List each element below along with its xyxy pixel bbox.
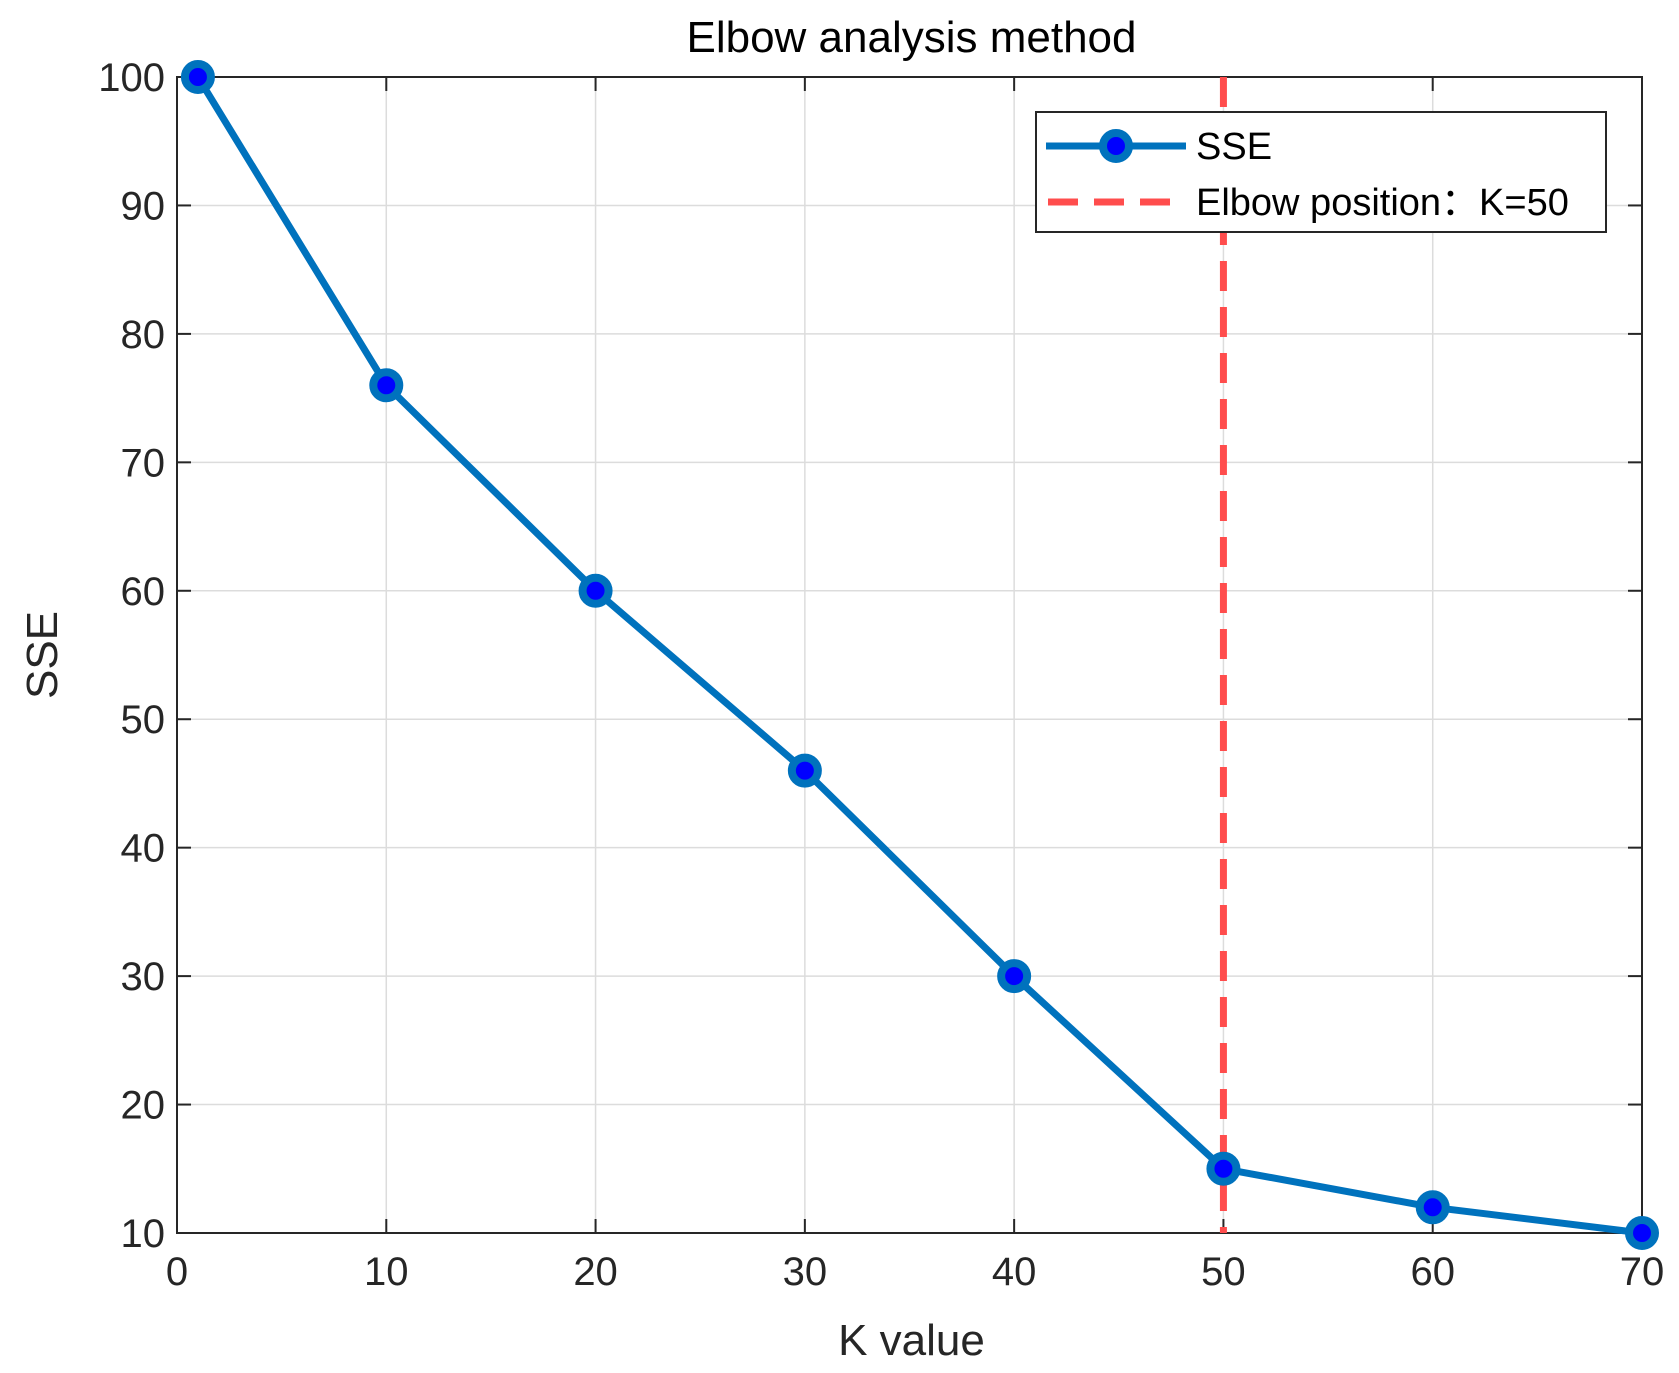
legend-label-elbow: Elbow position：K=50 [1196, 182, 1569, 224]
y-tick-label: 60 [121, 570, 166, 614]
y-tick-label: 90 [121, 184, 166, 228]
sse-data-point [787, 753, 822, 788]
axes-box [176, 76, 1643, 1234]
x-tick-label: 40 [992, 1250, 1037, 1294]
y-tick-label: 70 [121, 441, 166, 485]
x-tick-label: 20 [573, 1250, 618, 1294]
x-axis-title: K value [838, 1316, 985, 1365]
y-tick-label: 50 [121, 698, 166, 742]
y-tick-label: 80 [121, 313, 166, 357]
legend-sse-marker-swatch [1099, 129, 1133, 163]
sse-data-point [180, 60, 215, 94]
x-tick-label: 0 [166, 1250, 188, 1294]
legend-label-sse: SSE [1196, 126, 1272, 168]
x-tick-label: 30 [783, 1250, 828, 1294]
y-tick-label: 10 [121, 1212, 166, 1256]
sse-data-point [1415, 1190, 1450, 1225]
y-tick-label: 30 [121, 955, 166, 999]
sse-data-point [1625, 1216, 1659, 1250]
x-tick-label: 60 [1410, 1250, 1455, 1294]
sse-series-line [194, 73, 1646, 1237]
y-tick-label: 100 [98, 56, 165, 100]
x-tick-label: 10 [364, 1250, 409, 1294]
sse-data-point [997, 959, 1032, 994]
x-tick-label: 70 [1620, 1250, 1665, 1294]
chart-title: Elbow analysis method [686, 13, 1136, 62]
x-tick-label: 50 [1201, 1250, 1246, 1294]
sse-data-point [369, 368, 404, 403]
y-axis-title: SSE [18, 611, 67, 699]
legend-box [1035, 111, 1607, 233]
y-tick-label: 20 [121, 1084, 166, 1128]
y-tick-label: 40 [121, 827, 166, 871]
sse-data-point [578, 573, 613, 608]
plot-area [177, 77, 1642, 1233]
sse-data-point [1206, 1151, 1241, 1186]
